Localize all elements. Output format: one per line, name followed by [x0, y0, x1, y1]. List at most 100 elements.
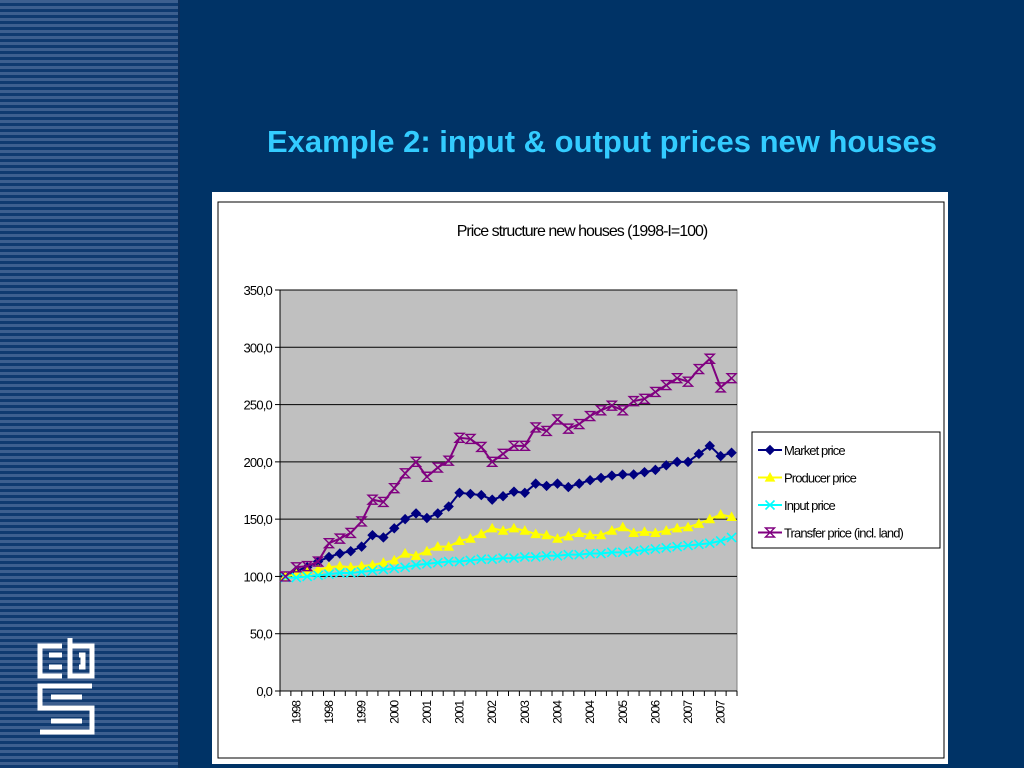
- series-0-point: [617, 469, 628, 480]
- plot-area: [279, 289, 738, 692]
- series-3-point: [409, 456, 423, 468]
- series-2-point: [432, 557, 443, 568]
- series-1-point: [345, 561, 357, 572]
- series-1-point: [432, 541, 444, 551]
- series-1-point: [584, 529, 596, 540]
- series-3-point: [464, 433, 477, 445]
- series-3-point: [431, 462, 444, 473]
- series-2-point: [563, 549, 574, 560]
- series-3-point: [562, 423, 575, 434]
- series-2-point: [639, 545, 650, 556]
- legend-label: Input price: [784, 498, 835, 513]
- y-tick-label: 300,0: [243, 340, 272, 355]
- series-2-point: [400, 562, 411, 573]
- series-2-point: [595, 548, 607, 559]
- series-1-point: [650, 527, 661, 537]
- series-1-point: [519, 525, 531, 535]
- series-0-point: [628, 469, 639, 480]
- series-3-point: [377, 496, 390, 508]
- series-2-point: [302, 571, 313, 582]
- series-0-point: [726, 447, 737, 458]
- series-3-point: [322, 538, 336, 549]
- series-1-point: [530, 528, 542, 539]
- series-2-point: [574, 549, 585, 560]
- series-3-point: [681, 376, 695, 387]
- y-tick-label: 0,0: [256, 684, 272, 699]
- series-0-point: [715, 450, 726, 462]
- x-tick-label: 2003: [518, 700, 532, 724]
- series-3-point: [616, 405, 629, 416]
- series-1-point: [573, 527, 585, 537]
- series-0-point: [704, 440, 716, 452]
- series-1-point: [541, 529, 552, 540]
- striped-sidebar: [0, 0, 180, 768]
- series-3-point: [388, 483, 401, 494]
- series-3-point: [485, 456, 499, 468]
- legend-swatch-marker: [764, 444, 776, 456]
- y-tick-label: 200,0: [243, 455, 272, 470]
- series-0-point: [399, 513, 411, 525]
- legend-label: Producer price: [784, 471, 857, 486]
- series-3-point: [366, 494, 379, 505]
- series-3-point: [453, 432, 466, 443]
- series-2-point: [682, 540, 694, 551]
- x-tick-label: 2000: [387, 700, 401, 724]
- x-tick-label: 1998: [289, 700, 303, 724]
- series-3-point: [475, 441, 488, 453]
- series-3-point: [703, 353, 716, 364]
- series-0-point: [541, 480, 552, 492]
- y-tick-label: 350,0: [243, 283, 272, 298]
- series-1-point: [628, 527, 639, 537]
- series-0-point: [639, 466, 650, 478]
- series-1-point: [356, 560, 367, 571]
- series-0-point: [595, 472, 607, 484]
- series-3-point: [301, 560, 314, 572]
- series-1-point: [617, 521, 629, 532]
- x-tick-label: 2007: [714, 700, 728, 724]
- series-2-point: [617, 547, 628, 558]
- series-0-point: [476, 489, 487, 501]
- series-1-point: [323, 561, 335, 572]
- series-2-point: [465, 555, 476, 566]
- series-3-point: [398, 468, 412, 479]
- line-chart: Price structure new houses (1998-I=100) …: [217, 201, 945, 759]
- series-1-point: [671, 522, 683, 533]
- series-3-point: [594, 405, 608, 416]
- series-3-point: [660, 379, 673, 391]
- series-0-point: [454, 487, 465, 498]
- series-2-point: [628, 546, 639, 557]
- series-2-point: [519, 551, 530, 563]
- series-3-point: [551, 414, 564, 425]
- series-0-point: [693, 448, 705, 460]
- x-tick-label: 2007: [681, 700, 695, 724]
- series-3-point: [540, 425, 553, 437]
- series-2-point: [291, 572, 302, 583]
- x-tick-label: 2005: [616, 700, 630, 724]
- series-2-point: [454, 556, 465, 567]
- x-tick-label: 2002: [485, 700, 499, 724]
- series-0-point: [334, 548, 346, 559]
- series-0-point: [421, 512, 433, 524]
- series-1-point: [388, 554, 400, 565]
- series-1-point: [552, 533, 563, 543]
- series-2-point: [650, 543, 661, 554]
- series-0-point: [432, 508, 443, 519]
- series-1-point: [475, 528, 487, 539]
- series-3-point: [714, 382, 727, 393]
- y-tick-label: 100,0: [243, 569, 272, 584]
- series-2-point: [552, 550, 563, 561]
- series-0-point: [682, 456, 694, 468]
- series-3-point: [355, 516, 368, 527]
- series-0-point: [497, 491, 509, 502]
- series-1-point: [595, 529, 607, 540]
- series-3-point: [627, 395, 640, 407]
- series-3-point: [573, 418, 586, 430]
- series-3-point: [496, 448, 510, 460]
- series-0-point: [356, 541, 367, 552]
- series-0-point: [519, 487, 531, 498]
- x-tick-label: 2001: [453, 700, 467, 724]
- series-0-point: [552, 478, 563, 489]
- x-tick-label: 2004: [550, 700, 564, 724]
- series-1-point: [562, 530, 574, 541]
- series-2-point: [487, 554, 498, 565]
